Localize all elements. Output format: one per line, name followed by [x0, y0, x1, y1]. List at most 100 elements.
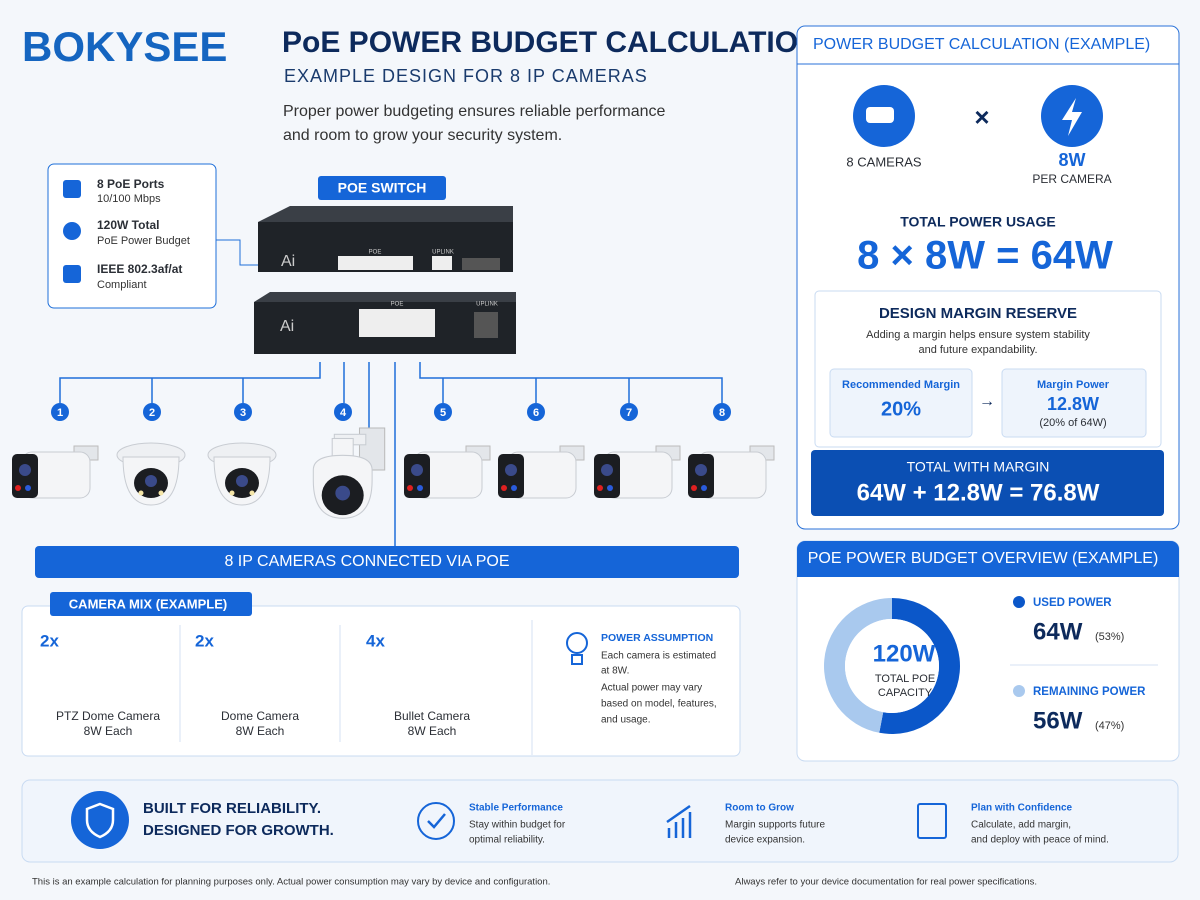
camera-led [249, 490, 255, 496]
port-number: 7 [626, 407, 632, 419]
feature-line: and deploy with peace of mind. [971, 835, 1109, 846]
switch-label-bg [318, 176, 446, 200]
camera-led [597, 485, 603, 491]
assumption-line: based on model, features, [601, 699, 717, 710]
port-badge [713, 403, 731, 421]
spec-icon [63, 222, 81, 240]
camera-power: 8W Each [236, 724, 285, 738]
margin-power-label: Margin Power [1037, 379, 1110, 391]
with-margin-label: TOTAL WITH MARGIN [907, 459, 1050, 475]
assumption-title: POWER ASSUMPTION [601, 632, 713, 644]
camera-lens [145, 475, 157, 487]
switch-top [254, 292, 516, 302]
camera-name: Bullet Camera [394, 709, 470, 723]
legend-amount: 56W [1033, 707, 1083, 734]
camera-led [229, 490, 235, 496]
overview-title: POE POWER BUDGET OVERVIEW (EXAMPLE) [808, 550, 1159, 567]
feature-line: Calculate, add margin, [971, 820, 1071, 831]
sfp-block [474, 312, 498, 338]
spec-detail: PoE Power Budget [97, 235, 190, 247]
center-label: TOTAL POE [875, 673, 935, 685]
feature-title: Stable Performance [469, 803, 563, 814]
logo: BOKYSEE [22, 23, 227, 70]
camera-name: Dome Camera [221, 709, 299, 723]
port-numbers: 1 2 3 4 5 6 7 8 [51, 403, 731, 421]
port-number: 5 [440, 407, 446, 419]
wire [59, 362, 321, 403]
port-number: 2 [149, 407, 155, 419]
cameras-banner-bg [35, 546, 739, 578]
switch-top [258, 206, 513, 222]
camera-led [607, 485, 613, 491]
legend-label: REMAINING POWER [1033, 686, 1146, 698]
port-badge [143, 403, 161, 421]
legend-amount: 64W [1033, 618, 1083, 645]
port-badge [434, 403, 452, 421]
cameras-banner: 8 IP CAMERAS CONNECTED VIA POE [224, 553, 509, 570]
switch-label: POE SWITCH [338, 180, 427, 196]
port-badge [234, 403, 252, 421]
camera-led [511, 485, 517, 491]
camera-mix-title: CAMERA MIX (EXAMPLE) [69, 596, 227, 611]
legend-label: USED POWER [1033, 597, 1112, 609]
title: PoE POWER BUDGET CALCULATION [282, 26, 820, 59]
margin-title: DESIGN MARGIN RESERVE [879, 305, 1077, 322]
camera-power: 8W Each [84, 724, 133, 738]
feature-line: Stay within budget for [469, 820, 566, 831]
spec-title: IEEE 802.3af/at [97, 262, 182, 276]
camera-mix-title-bg [50, 592, 252, 616]
cameras-label: 8 CAMERAS [846, 154, 921, 169]
headline: DESIGNED FOR GROWTH. [143, 822, 334, 839]
disclaimer: This is an example calculation for plann… [32, 877, 550, 888]
port-number: 6 [533, 407, 539, 419]
switch-brand: Ai [281, 253, 295, 270]
times-sign: × [974, 102, 989, 132]
assumption-line: at 8W. [601, 666, 629, 677]
port-block [432, 256, 452, 270]
camera-icon [866, 107, 894, 123]
wire [419, 362, 723, 403]
margin-power-value: 12.8W [1047, 394, 1099, 414]
with-margin-formula: 64W + 12.8W = 76.8W [857, 479, 1100, 506]
bullet-camera [404, 445, 491, 499]
port-badge [527, 403, 545, 421]
assumption-line: and usage. [601, 715, 651, 726]
feature-title: Room to Grow [725, 803, 794, 814]
shield-circle [71, 791, 129, 849]
port-badge [620, 403, 638, 421]
camera-lens [601, 464, 613, 476]
switch-port-label: UPLINK [476, 302, 498, 308]
per-camera-value: 8W [1059, 150, 1086, 170]
camera-name: PTZ Dome Camera [56, 709, 160, 723]
camera-led [417, 485, 423, 491]
dome-camera [207, 442, 277, 506]
legend-swatch [1013, 596, 1025, 608]
feature-title: Plan with Confidence [971, 803, 1073, 814]
recommended-box [829, 368, 973, 438]
donut-segment [879, 598, 960, 734]
ptz-camera [312, 427, 386, 519]
port-badge [334, 403, 352, 421]
dome-camera [116, 442, 186, 506]
camera-mix-box [21, 605, 741, 757]
spec-detail: Compliant [97, 279, 147, 291]
camera-lens [695, 464, 707, 476]
camera-led [407, 485, 413, 491]
switch-port-label: POE [391, 302, 404, 308]
total-formula: 8 × 8W = 64W [857, 234, 1113, 278]
switch-port-label: UPLINK [432, 250, 454, 256]
disclaimer: Always refer to your device documentatio… [735, 877, 1037, 888]
camera-lens [19, 464, 31, 476]
port-block [338, 256, 413, 270]
feature-icon [417, 802, 455, 840]
wiring [59, 362, 723, 546]
camera-lens [411, 464, 423, 476]
camera-count: 4x [366, 631, 385, 650]
footer-banner [21, 779, 1179, 863]
margin-power-note: (20% of 64W) [1039, 417, 1106, 429]
port-number: 4 [340, 407, 347, 419]
margin-power-box [1001, 368, 1147, 438]
intro-line: Proper power budgeting ensures reliable … [283, 103, 666, 120]
